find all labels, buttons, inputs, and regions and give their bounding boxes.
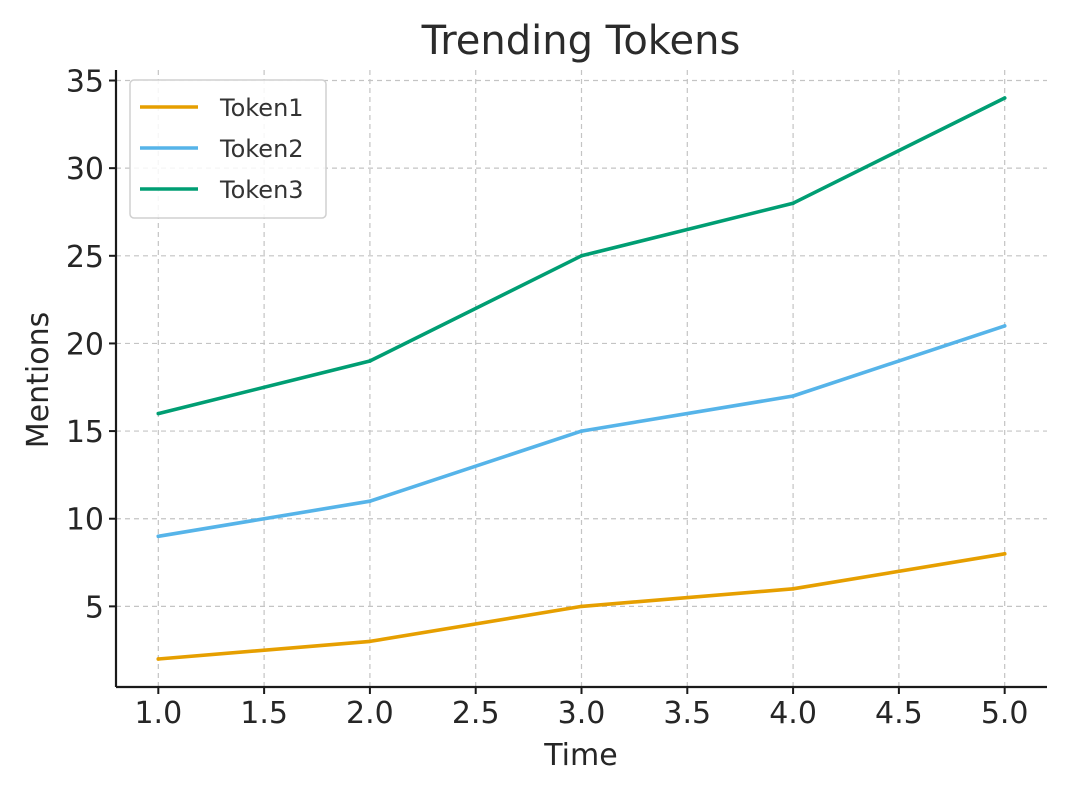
data-point-token3 xyxy=(156,411,161,416)
data-point-token1 xyxy=(579,604,584,609)
y-tick-label: 30 xyxy=(66,152,104,187)
x-tick-label: 3.5 xyxy=(663,696,711,731)
data-point-token3 xyxy=(791,201,795,206)
y-tick-label: 5 xyxy=(85,590,104,625)
x-tick-label: 1.0 xyxy=(134,696,182,731)
y-tick-label: 20 xyxy=(66,327,104,362)
data-point-token2 xyxy=(156,534,161,539)
data-point-token3 xyxy=(368,359,372,363)
data-point-token2 xyxy=(368,499,372,503)
legend-label-token3: Token3 xyxy=(219,176,304,204)
y-tick-label: 25 xyxy=(66,240,104,275)
x-tick-label: 4.5 xyxy=(875,696,923,731)
x-tick-label: 5.0 xyxy=(981,696,1029,731)
x-tick-label: 1.5 xyxy=(240,696,288,731)
data-point-token1 xyxy=(791,587,795,591)
x-ticks: 1.0 1.5 2.0 2.5 3.0 3.5 4.0 4.5 5.0 xyxy=(134,687,1029,731)
data-point-token3 xyxy=(1002,96,1007,100)
chart-title: Trending Tokens xyxy=(421,18,741,64)
y-tick-label: 35 xyxy=(66,65,104,100)
legend-frame xyxy=(129,79,327,219)
x-tick-label: 2.0 xyxy=(346,696,394,731)
x-tick-label: 2.5 xyxy=(452,696,500,731)
y-tick-label: 15 xyxy=(66,415,104,450)
x-tick-label: 4.0 xyxy=(769,696,817,731)
x-tick-label: 3.0 xyxy=(558,696,606,731)
series-lines xyxy=(156,96,1007,661)
x-axis-label: Time xyxy=(543,738,617,773)
data-point-token1 xyxy=(1002,551,1007,556)
legend-label-token2: Token2 xyxy=(219,135,304,163)
y-ticks: 5 10 15 20 25 30 35 xyxy=(66,65,116,625)
legend: Token1 Token2 Token3 xyxy=(129,79,327,219)
data-point-token2 xyxy=(1002,324,1007,328)
data-point-token3 xyxy=(579,254,584,258)
legend-label-token1: Token1 xyxy=(219,94,304,122)
data-point-token2 xyxy=(791,394,795,398)
data-point-token2 xyxy=(579,429,584,433)
y-axis-label: Mentions xyxy=(21,312,56,448)
data-point-token1 xyxy=(368,639,372,644)
data-point-token1 xyxy=(156,657,161,661)
y-tick-label: 10 xyxy=(66,503,104,538)
